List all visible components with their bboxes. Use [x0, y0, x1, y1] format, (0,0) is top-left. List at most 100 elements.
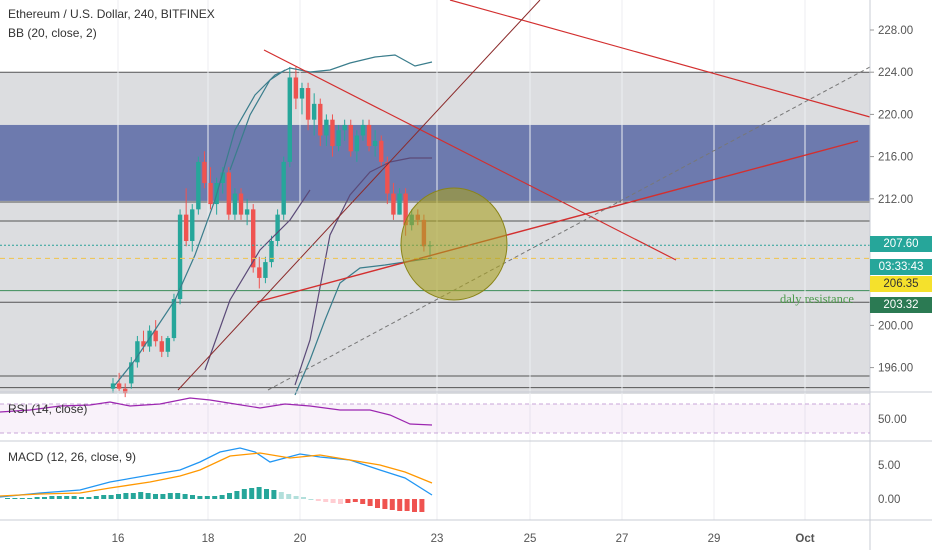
macd-hist-37: [278, 492, 284, 499]
candle-5: [141, 341, 146, 347]
candle-32: [305, 88, 311, 120]
rsi-line: [0, 397, 433, 426]
macd-hist-39: [293, 496, 299, 499]
price-tick-7: 200.00: [878, 320, 913, 332]
rsi-indicator-label[interactable]: RSI (14, close): [8, 402, 88, 416]
macd-hist-24: [182, 494, 188, 499]
macd-hist-51: [382, 499, 388, 509]
macd-hist-2: [19, 498, 25, 499]
candle-47: [397, 193, 402, 215]
price-tick-8: 196.00: [878, 363, 913, 375]
macd-hist-29: [219, 495, 225, 499]
macd-hist-43: [323, 499, 329, 502]
macd-hist-31: [234, 491, 240, 499]
candle-11: [177, 214, 183, 300]
trendline-descending: [263, 49, 677, 261]
candle-46: [391, 193, 396, 215]
macd-hist-35: [264, 489, 269, 499]
candle-24: [257, 267, 262, 278]
bb-indicator-label[interactable]: BB (20, close, 2): [8, 26, 97, 40]
trendline-ascending: [256, 140, 859, 303]
trendline-steep: [177, 0, 541, 391]
macd-hist-10: [79, 497, 84, 499]
macd-hist-5: [42, 497, 47, 499]
macd-hist-53: [397, 499, 403, 511]
candle-14: [196, 161, 201, 210]
candle-38: [342, 124, 347, 131]
macd-hist-49: [367, 499, 373, 506]
candle-9: [165, 338, 171, 352]
price-tick-0: 228.00: [878, 25, 913, 37]
rsi-band-fill: [0, 404, 870, 433]
candle-4: [135, 341, 140, 363]
blue-zone: [0, 124, 870, 201]
macd-hist-22: [167, 493, 173, 499]
macd-hist-9: [71, 496, 77, 499]
macd-hist-14: [108, 495, 114, 499]
price-tick-3: 216.00: [878, 152, 913, 164]
candle-27: [275, 214, 280, 241]
macd-hist-16: [123, 493, 129, 499]
time-tick-1: 18: [202, 533, 215, 545]
candle-37: [336, 130, 341, 147]
macd-hist-11: [86, 497, 92, 499]
candle-35: [324, 119, 329, 136]
candle-26: [269, 241, 274, 263]
candle-8: [159, 341, 164, 352]
candle-36: [330, 119, 335, 147]
time-tick-5: 27: [616, 533, 629, 545]
macd-hist-56: [419, 499, 425, 512]
candle-22: [244, 209, 250, 215]
yellow-level-label: 206.35: [870, 276, 932, 292]
time-tick-7: Oct: [795, 533, 814, 545]
candle-18: [220, 172, 225, 183]
macd-hist-4: [34, 497, 40, 499]
macd-indicator-label[interactable]: MACD (12, 26, close, 9): [8, 450, 137, 464]
macd-line: [0, 447, 433, 498]
trendline-top-right: [449, 0, 871, 118]
candle-31: [299, 88, 305, 99]
candle-21: [238, 193, 244, 215]
price-tick-1: 224.00: [878, 67, 913, 79]
candle-7: [153, 330, 158, 342]
time-tick-2: 20: [294, 533, 307, 545]
signal-line: [0, 452, 433, 497]
macd-hist-30: [227, 493, 232, 499]
candle-15: [202, 161, 207, 183]
candle-0: [110, 383, 116, 389]
bb-upper-band: [114, 54, 433, 386]
green-level-label: 203.32: [870, 297, 932, 313]
macd-hist-38: [286, 494, 292, 499]
macd-hist-48: [360, 499, 366, 504]
macd-hist-55: [412, 499, 417, 512]
countdown-label: 03:33:43: [870, 259, 932, 275]
symbol-title[interactable]: Ethereum / U.S. Dollar, 240, BITFINEX: [8, 7, 215, 21]
macd-hist-26: [197, 496, 203, 499]
macd-hist-47: [352, 499, 358, 502]
macd-tick-1: 0.00: [878, 494, 900, 506]
time-tick-3: 23: [431, 533, 444, 545]
candle-1: [116, 383, 122, 389]
candle-2: [122, 388, 128, 393]
bb-lower-band: [294, 257, 433, 396]
candle-28: [281, 161, 286, 215]
bb-basis-left: [204, 189, 311, 371]
candle-48: [403, 193, 408, 226]
macd-hist-28: [212, 496, 218, 499]
macd-hist-25: [190, 495, 195, 499]
macd-hist-18: [138, 492, 144, 499]
candle-40: [354, 135, 360, 152]
macd-hist-8: [64, 496, 70, 499]
trendline-dashed: [267, 66, 871, 391]
macd-hist-42: [315, 499, 321, 501]
macd-hist-20: [153, 494, 158, 499]
candle-12: [183, 214, 189, 241]
time-tick-4: 25: [524, 533, 537, 545]
time-tick-0: 16: [112, 533, 125, 545]
macd-hist-19: [145, 493, 151, 499]
macd-hist-46: [345, 499, 351, 503]
candle-41: [360, 124, 366, 136]
candle-13: [190, 209, 195, 241]
candle-42: [366, 124, 372, 147]
